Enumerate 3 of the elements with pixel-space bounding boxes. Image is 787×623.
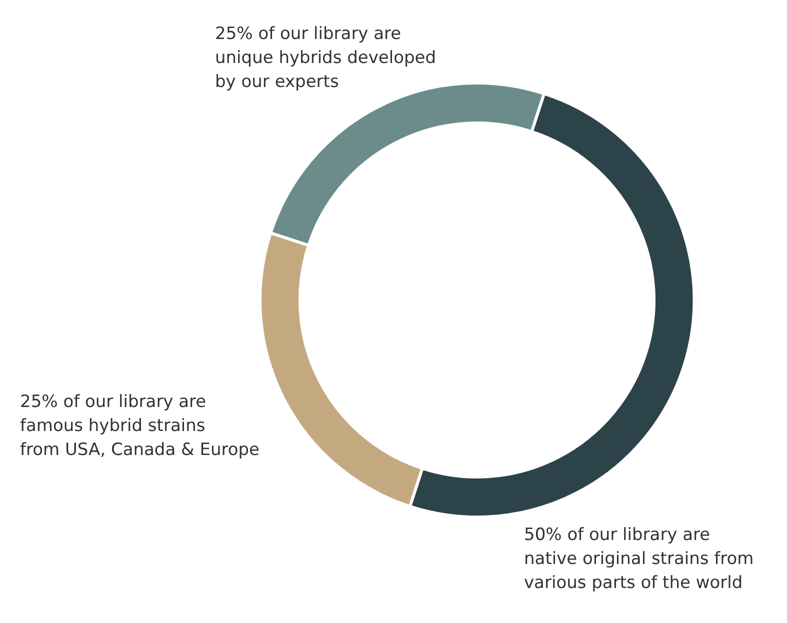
- slice-label: 50% of our library are native original strains from various parts of the world: [524, 525, 760, 593]
- slice-label: 25% of our library are famous hybrid strains from USA, Canada & Europe: [20, 392, 260, 460]
- slice-label: 25% of our library are unique hybrids developed by our experts: [215, 24, 442, 92]
